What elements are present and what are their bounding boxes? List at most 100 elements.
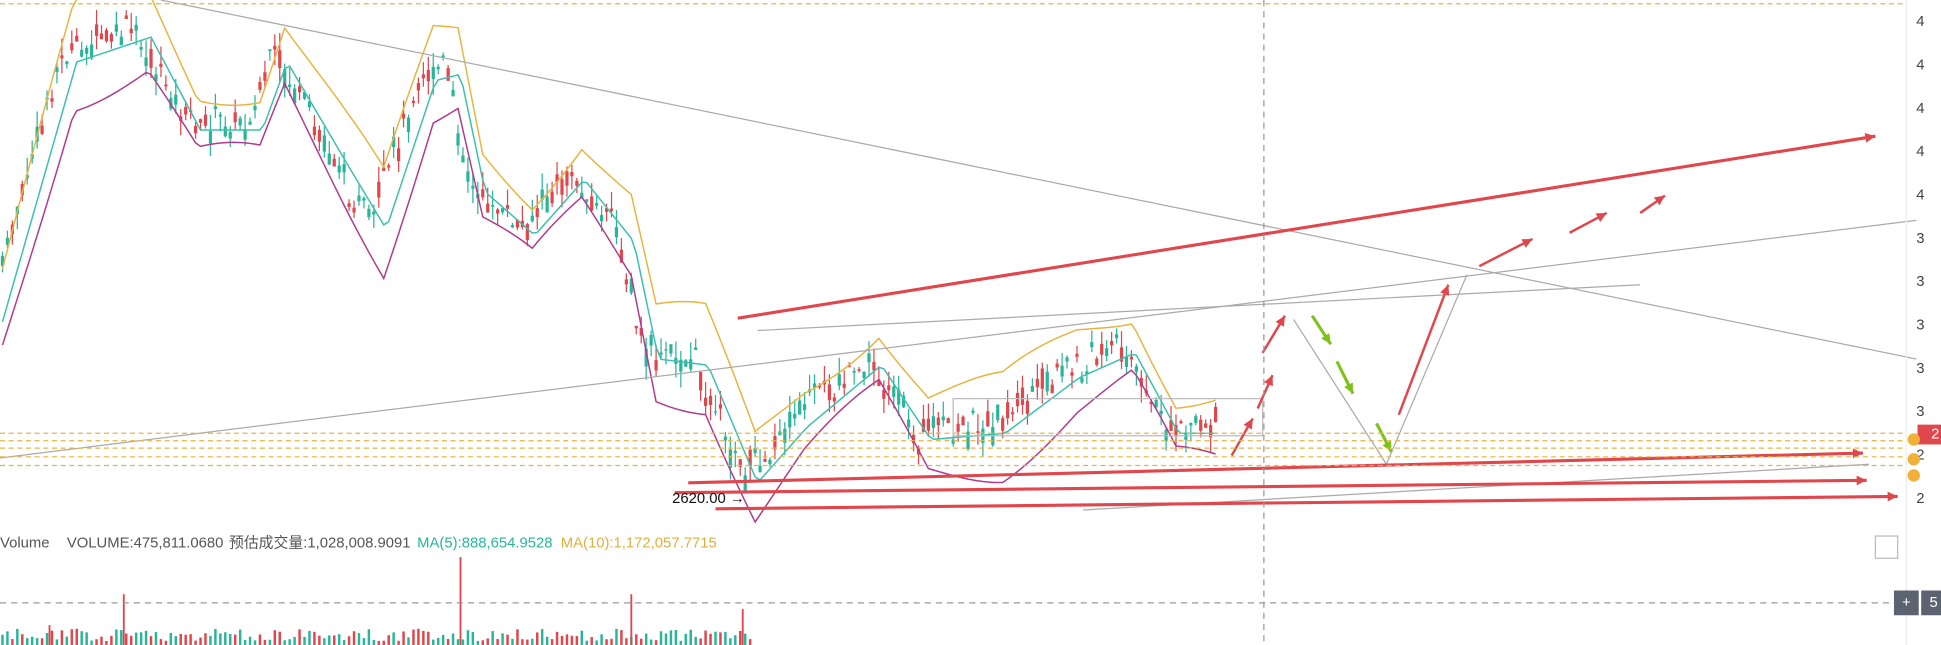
candle-body xyxy=(268,49,272,52)
candle-body xyxy=(956,423,960,432)
volume-bar xyxy=(273,630,277,645)
volume-bar xyxy=(743,633,747,645)
candle-body xyxy=(689,359,693,370)
candle-body xyxy=(1090,342,1094,348)
volume-bar xyxy=(491,631,494,645)
candle-body xyxy=(872,361,876,371)
candle-body xyxy=(699,372,703,391)
volume-bar xyxy=(372,639,376,645)
candle-body xyxy=(500,208,505,213)
candle-body xyxy=(94,24,99,36)
candle-body xyxy=(921,418,926,432)
axis-label: 3 xyxy=(1916,404,1924,420)
candle-body xyxy=(322,135,326,152)
candle-body xyxy=(40,125,44,134)
volume-bar xyxy=(288,639,291,645)
candle-body xyxy=(312,126,317,136)
volume-bar xyxy=(115,629,118,645)
candle-body xyxy=(362,197,366,201)
expand-button[interactable] xyxy=(1874,535,1899,559)
volume-bar xyxy=(471,632,475,645)
candle-body xyxy=(1040,368,1044,389)
candle-body xyxy=(505,205,510,209)
arrow-head xyxy=(1864,132,1876,143)
candle-body xyxy=(283,68,287,88)
trend-line xyxy=(0,219,1917,459)
volume-bar xyxy=(328,635,331,645)
volume-bar xyxy=(233,634,237,645)
volume-bar xyxy=(323,638,326,645)
candle-body xyxy=(545,196,549,213)
volume-bar xyxy=(625,638,628,645)
volume-bar xyxy=(169,632,173,645)
range-box xyxy=(952,398,1264,437)
arrow-head xyxy=(1887,491,1898,502)
axis-label: 4 xyxy=(1916,58,1924,74)
candle-body xyxy=(441,55,445,57)
volume-bar xyxy=(550,639,554,645)
volume-bar xyxy=(610,638,613,645)
volume-bar xyxy=(407,637,410,645)
candle-body xyxy=(926,418,931,431)
candle-body xyxy=(1124,356,1129,367)
volume-bar xyxy=(639,638,643,645)
zoom-in-button[interactable] xyxy=(1893,590,1919,616)
volume-bar xyxy=(654,640,658,645)
candle-body xyxy=(664,349,668,351)
volume-bar xyxy=(238,629,242,645)
axis-label: 4 xyxy=(1916,101,1924,117)
page-button[interactable] xyxy=(1921,590,1941,616)
candle-body xyxy=(629,278,633,293)
candle-body xyxy=(307,101,312,108)
volume-bar xyxy=(570,635,574,645)
candle-body xyxy=(411,100,416,103)
volume-bar xyxy=(367,629,371,645)
candle-body xyxy=(1174,425,1178,437)
candle-body xyxy=(783,428,787,443)
zoom-in-label[interactable]: + xyxy=(1902,595,1911,611)
volume-bar xyxy=(486,638,489,645)
volume-bar xyxy=(110,635,113,645)
candle-body xyxy=(461,155,465,163)
page-label[interactable]: 5 xyxy=(1929,595,1937,611)
candle-body xyxy=(1154,400,1158,408)
volume-bar xyxy=(194,640,197,645)
volume-bar xyxy=(209,635,212,645)
volume-bar xyxy=(456,639,460,645)
candle-body xyxy=(1149,401,1153,405)
arrow-head xyxy=(1653,195,1665,206)
arrow-head xyxy=(1382,440,1392,452)
volume-bar xyxy=(526,639,529,645)
volume-bar xyxy=(664,633,668,645)
volume-bar xyxy=(402,631,405,645)
arrow-head xyxy=(1275,315,1285,327)
volume-bar xyxy=(243,639,247,645)
arrow-line xyxy=(1397,284,1450,416)
candle-body xyxy=(614,227,619,238)
volume-bar xyxy=(283,640,286,645)
candle-body xyxy=(684,360,688,367)
candle-body xyxy=(575,180,579,186)
volume-bar xyxy=(649,639,653,645)
axis-label: 3 xyxy=(1916,274,1924,290)
price-tag: 2 xyxy=(1931,426,1939,442)
candle-body xyxy=(793,413,797,419)
candle-body xyxy=(332,158,336,167)
candle-body xyxy=(129,28,133,34)
candle-body xyxy=(396,148,401,162)
volume-bar xyxy=(709,633,712,645)
volume-bar xyxy=(506,634,509,645)
candle-body xyxy=(104,30,109,42)
volume-bar xyxy=(70,629,74,645)
volume-bar xyxy=(600,634,603,645)
candle-body xyxy=(149,48,153,68)
candle-body xyxy=(421,74,425,79)
volume-bar xyxy=(293,636,296,645)
volume-bar xyxy=(511,638,514,645)
candle-body xyxy=(639,327,643,336)
candle-body xyxy=(708,395,713,406)
candle-body xyxy=(535,208,539,217)
candle-body xyxy=(634,325,638,329)
candle-body xyxy=(372,211,376,215)
